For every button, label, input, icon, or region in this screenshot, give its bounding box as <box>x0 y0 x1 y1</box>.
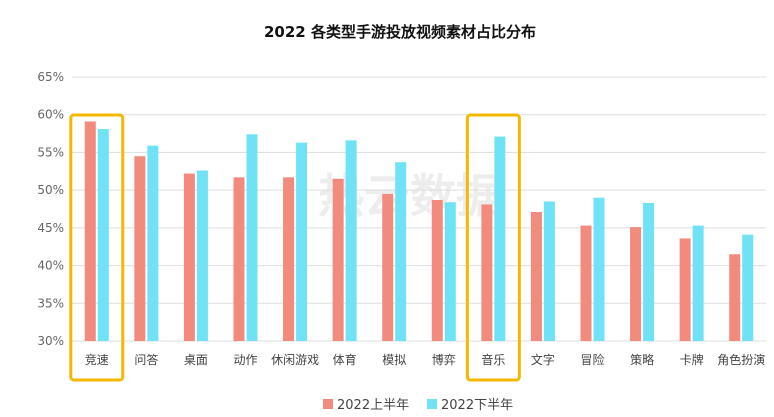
bars <box>84 121 754 341</box>
bar-h1 <box>134 156 146 341</box>
x-tick-label: 角色扮演 <box>717 352 765 367</box>
bar-h1 <box>283 177 295 341</box>
x-axis-ticks: 竞速 问答 桌面 动作 休闲游戏 体育 模拟 博弈 音乐 文字 冒险 策略 卡牌 角色扮演 <box>85 352 765 367</box>
bar-h2 <box>147 145 159 341</box>
y-tick-label: 50% <box>37 183 64 197</box>
bar-h1 <box>84 121 96 341</box>
legend: 2022上半年 2022下半年 <box>323 398 513 413</box>
highlight-box <box>69 113 125 382</box>
x-tick-label: 卡牌 <box>680 353 704 367</box>
y-axis-ticks: 30% 35% 40% 45% 50% 55% 60% 65% <box>37 70 64 348</box>
highlight-boxes <box>69 113 521 382</box>
x-tick-label: 博弈 <box>432 352 456 367</box>
x-tick-label: 体育 <box>333 352 357 367</box>
bar-h1 <box>729 254 741 341</box>
watermark: 热云数据 <box>318 169 502 223</box>
bar-h1 <box>332 178 344 341</box>
bar-h2 <box>692 225 704 341</box>
chart-title: 2022 各类型手游投放视频素材占比分布 <box>264 23 536 41</box>
y-tick-label: 35% <box>37 296 64 310</box>
legend-swatch <box>427 399 437 409</box>
x-tick-label: 文字 <box>531 352 555 367</box>
bar-h1 <box>481 204 493 341</box>
bar-h1 <box>630 227 642 341</box>
bar-h1 <box>183 173 195 341</box>
y-tick-label: 45% <box>37 221 64 235</box>
bar-h2 <box>97 129 109 341</box>
x-tick-label: 桌面 <box>184 353 208 367</box>
bar-h2 <box>196 170 208 341</box>
x-tick-label: 动作 <box>233 353 257 367</box>
bar-h2 <box>543 201 555 341</box>
bar-h2 <box>742 234 754 341</box>
y-tick-label: 65% <box>37 70 64 84</box>
x-tick-label: 问答 <box>134 352 158 367</box>
watermark-text: 热云数据 <box>318 169 502 223</box>
x-tick-label: 冒险 <box>580 352 604 367</box>
x-tick-label: 休闲游戏 <box>271 353 319 367</box>
bar-h1 <box>233 177 245 341</box>
x-tick-label: 策略 <box>630 352 654 367</box>
bar-h1 <box>580 225 592 341</box>
bar-h2 <box>246 134 258 341</box>
legend-label: 2022下半年 <box>441 398 513 413</box>
bar-h2 <box>296 142 308 341</box>
bar-h1 <box>382 193 394 341</box>
bar-h1 <box>530 212 542 341</box>
bar-h2 <box>395 162 407 341</box>
y-tick-label: 55% <box>37 145 64 159</box>
legend-swatch <box>323 399 333 409</box>
x-tick-label: 模拟 <box>382 353 406 367</box>
y-tick-label: 60% <box>37 108 64 122</box>
y-tick-label: 40% <box>37 259 64 273</box>
x-tick-label: 竞速 <box>85 353 109 367</box>
bar-h1 <box>431 199 443 341</box>
highlight-box <box>465 113 521 382</box>
legend-label: 2022上半年 <box>337 398 409 413</box>
bar-h2 <box>593 197 605 341</box>
bar-h2 <box>643 202 655 341</box>
bar-h2 <box>345 140 357 341</box>
bar-h2 <box>494 136 506 341</box>
bar-h1 <box>679 238 691 341</box>
x-tick-label: 音乐 <box>481 352 505 367</box>
bar-h2 <box>444 202 456 341</box>
y-tick-label: 30% <box>37 334 64 348</box>
